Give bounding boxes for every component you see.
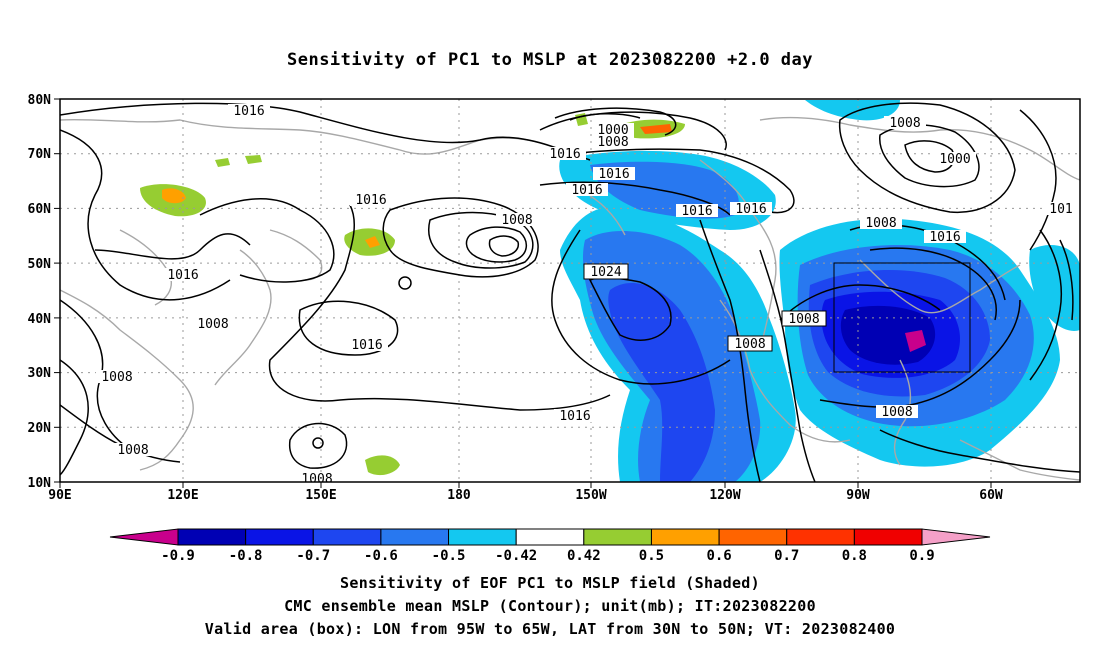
colorbar-label: 0.6 — [706, 548, 731, 564]
contour-label: 1008 — [788, 312, 819, 327]
contour-label: 1016 — [233, 104, 264, 119]
axis-ticks — [54, 98, 992, 488]
colorbar-swatch — [853, 528, 923, 546]
contour-label: 1008 — [301, 472, 332, 487]
lat-label: 50N — [28, 257, 52, 272]
lat-label: 20N — [28, 421, 52, 436]
colorbar-label: -0.7 — [296, 548, 330, 564]
contour-label: 1016 — [571, 183, 602, 198]
colorbar-swatch — [786, 528, 855, 546]
colorbar-swatch — [312, 528, 382, 546]
lon-label: 90W — [846, 488, 870, 503]
colorbar-label: 0.9 — [909, 548, 934, 564]
contour-label: 1008 — [597, 135, 628, 150]
colorbar-label: -0.42 — [495, 548, 537, 564]
colorbar-label: -0.5 — [432, 548, 466, 564]
lat-label: 30N — [28, 366, 52, 381]
lon-label: 120W — [709, 488, 740, 503]
lon-label: 60W — [979, 488, 1003, 503]
lon-label: 180 — [447, 488, 471, 503]
colorbar-swatch — [245, 528, 314, 546]
valid-area-box — [833, 262, 971, 373]
caption-valid-area: Valid area (box): LON from 95W to 65W, L… — [204, 620, 896, 638]
caption-contour: CMC ensemble mean MSLP (Contour); unit(m… — [284, 597, 816, 615]
lat-label: 60N — [28, 202, 52, 217]
contour-label: 1008 — [889, 116, 920, 131]
colorbar-swatch — [583, 528, 652, 546]
colorbar: -0.9 -0.8 -0.7 -0.6 -0.5 -0.42 0.42 0.5 0.6 0.7 0.… — [109, 528, 991, 564]
colorbar-left-arrow — [109, 528, 179, 546]
contour-label: 1016 — [167, 268, 198, 283]
colorbar-swatch — [515, 528, 585, 546]
lon-label: 90E — [48, 488, 71, 503]
contour-label: 1016 — [929, 230, 960, 245]
contour-label: 1016 — [681, 204, 712, 219]
colorbar-label: 0.7 — [774, 548, 799, 564]
colorbar-label: -0.9 — [161, 548, 195, 564]
contour-label: 101 — [1049, 202, 1072, 217]
map-title: Sensitivity of PC1 to MSLP at 2023082200… — [286, 50, 813, 70]
colorbar-swatch — [177, 528, 247, 546]
contour-label: 1008 — [501, 213, 532, 228]
contour-label: 1016 — [351, 338, 382, 353]
lat-label: 40N — [28, 312, 52, 327]
map-frame — [59, 98, 1081, 483]
contour-label: 1016 — [549, 147, 580, 162]
contour-labels: 1016 1000 1008 1016 1016 1016 1016 1016 … — [96, 104, 1078, 487]
colorbar-label: 0.42 — [567, 548, 601, 564]
positive-sensitivity-shading — [140, 113, 685, 476]
colorbar-label: 0.5 — [639, 548, 664, 564]
contour-label: 1016 — [598, 167, 629, 182]
colorbar-swatch — [448, 528, 517, 546]
colorbar-swatch — [380, 528, 450, 546]
lon-label: 150W — [575, 488, 606, 503]
lat-label: 70N — [28, 147, 52, 162]
latitude-labels: 80N 70N 60N 50N 40N 30N 20N 10N — [28, 93, 52, 491]
colorbar-swatch — [650, 528, 720, 546]
longitude-labels: 90E 120E 150E 180 150W 120W 90W 60W — [48, 488, 1003, 503]
colorbar-label: 0.8 — [842, 548, 867, 564]
contour-label: 1016 — [559, 409, 590, 424]
lat-label: 10N — [28, 476, 52, 491]
colorbar-label: -0.6 — [364, 548, 398, 564]
contour-label: 1008 — [734, 337, 765, 352]
colorbar-label: -0.8 — [229, 548, 263, 564]
lat-label: 80N — [28, 93, 52, 108]
contour-label: 1008 — [101, 370, 132, 385]
contour-label: 1016 — [735, 202, 766, 217]
contour-label: 1008 — [881, 405, 912, 420]
contour-label: 1016 — [355, 193, 386, 208]
contour-label: 1008 — [117, 443, 148, 458]
colorbar-right-arrow — [921, 528, 991, 546]
contour-label: 1000 — [939, 152, 970, 167]
contour-label: 1024 — [590, 265, 621, 280]
lon-label: 150E — [305, 488, 336, 503]
lon-label: 120E — [167, 488, 198, 503]
contour-label: 1008 — [865, 216, 896, 231]
caption-shading: Sensitivity of EOF PC1 to MSLP field (Sh… — [340, 574, 760, 592]
contour-label: 1000 — [597, 123, 628, 138]
contour-label: 1008 — [197, 317, 228, 332]
colorbar-swatch — [718, 528, 788, 546]
